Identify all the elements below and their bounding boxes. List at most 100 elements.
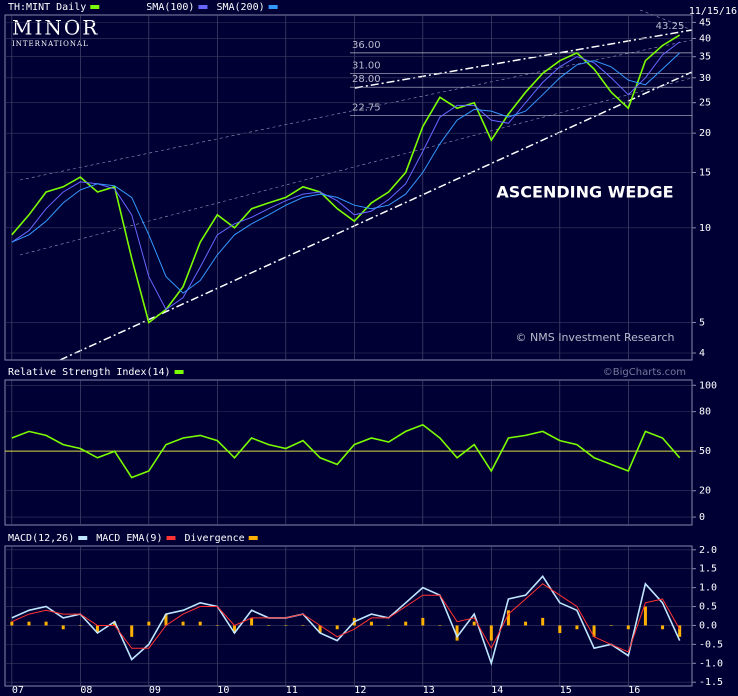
divergence-bar <box>455 625 459 641</box>
divergence-bar <box>232 625 236 634</box>
wedge-lines <box>19 9 693 361</box>
divergence-bar <box>44 621 48 626</box>
level-label: 28.00 <box>352 74 381 85</box>
divergence-bar <box>318 625 322 634</box>
y-tick-label: 20 <box>699 486 711 497</box>
series-line <box>11 34 681 324</box>
divergence-bar <box>524 621 528 626</box>
divergence-bar <box>678 625 682 637</box>
divergence-bar <box>421 617 425 626</box>
y-tick-label: 2.0 <box>699 545 717 556</box>
y-tick-label: 100 <box>699 380 717 391</box>
x-tick-label: 07 <box>12 685 24 696</box>
divergence-bar <box>369 621 373 626</box>
legend-label: Divergence <box>184 533 244 544</box>
divergence-bar <box>78 625 82 626</box>
divergence-bar <box>643 606 647 626</box>
divergence-bar <box>438 625 442 626</box>
legend-label: SMA(100) <box>146 2 194 13</box>
wedge-resistance <box>354 29 693 89</box>
legend-swatch <box>198 5 208 9</box>
series-line <box>11 41 680 311</box>
divergence-bar <box>147 621 151 626</box>
y-tick-label: -0.5 <box>699 639 723 650</box>
legend-swatch <box>248 536 258 540</box>
watermark: ©BigCharts.com <box>603 367 686 378</box>
legend-swatch <box>174 370 184 374</box>
series-line <box>11 583 681 653</box>
series-line <box>11 423 681 479</box>
legend-swatch <box>268 5 278 9</box>
level-label: 22.75 <box>352 103 381 114</box>
divergence-bar <box>661 625 665 630</box>
y-tick-label: 20 <box>699 128 711 139</box>
annotation: ASCENDING WEDGE <box>496 183 673 202</box>
divergence-bar <box>181 621 185 626</box>
legend-swatch <box>90 5 100 9</box>
divergence-bar <box>626 625 630 630</box>
divergence-bar <box>489 625 493 641</box>
annotation: © NMS Investment Research <box>516 331 675 344</box>
channel-line <box>19 39 693 181</box>
panel-frame <box>4 545 693 687</box>
x-tick-label: 13 <box>423 685 435 696</box>
divergence-bar <box>609 625 613 626</box>
y-tick-label: -1.5 <box>699 677 723 688</box>
legend-label: Relative Strength Index(14) <box>8 367 171 378</box>
y-tick-label: 1.5 <box>699 564 717 575</box>
y-tick-label: 40 <box>699 33 711 44</box>
x-tick-label: 12 <box>354 685 366 696</box>
y-tick-label: -1.0 <box>699 658 723 669</box>
y-tick-label: 45 <box>699 17 711 28</box>
panel-frame <box>4 14 693 361</box>
x-tick-label: 11 <box>286 685 298 696</box>
legend-swatch <box>78 536 88 540</box>
divergence-bar <box>506 610 510 626</box>
y-tick-label: 50 <box>699 446 711 457</box>
divergence-bar <box>558 625 562 634</box>
divergence-bar <box>95 625 99 634</box>
y-tick-label: 25 <box>699 98 711 109</box>
x-tick-label: 16 <box>628 685 640 696</box>
divergence-bar <box>541 617 545 626</box>
x-tick-label: 08 <box>80 685 92 696</box>
x-tick-label: 15 <box>560 685 572 696</box>
legend-swatch <box>166 536 176 540</box>
series-line <box>11 52 681 294</box>
y-tick-label: 1.0 <box>699 583 717 594</box>
logo-sub: INTERNATIONAL <box>12 40 89 48</box>
y-tick-label: 4 <box>699 348 705 359</box>
divergence-bar <box>164 614 168 626</box>
peak-label: 43.25 <box>656 21 685 32</box>
channel-line <box>19 77 693 256</box>
wedge-support <box>59 71 693 361</box>
divergence-bar <box>61 625 65 630</box>
divergence-bar <box>215 625 219 626</box>
divergence-bar <box>267 625 271 626</box>
y-tick-label: 10 <box>699 223 711 234</box>
y-tick-label: 15 <box>699 167 711 178</box>
y-tick-label: 0 <box>699 512 705 523</box>
logo-name: MINOR <box>12 16 99 40</box>
legend-label: TH:MINT Daily <box>8 2 86 13</box>
level-label: 31.00 <box>352 60 381 71</box>
y-tick-label: 0.0 <box>699 620 717 631</box>
x-tick-label: 10 <box>217 685 229 696</box>
legend-label: MACD(12,26) <box>8 533 74 544</box>
y-tick-label: 30 <box>699 73 711 84</box>
legend-label: MACD EMA(9) <box>96 533 162 544</box>
y-tick-label: 35 <box>699 52 711 63</box>
divergence-bar <box>10 621 14 626</box>
divergence-bar <box>130 625 134 637</box>
divergence-bar <box>592 625 596 637</box>
x-tick-label: 14 <box>491 685 503 696</box>
divergence-bar <box>404 621 408 626</box>
divergence-bar <box>575 625 579 630</box>
legend-label: SMA(200) <box>216 2 264 13</box>
x-tick-label: 09 <box>149 685 161 696</box>
divergence-bar <box>335 625 339 630</box>
series-line <box>11 574 681 667</box>
divergence-bar <box>250 617 254 626</box>
